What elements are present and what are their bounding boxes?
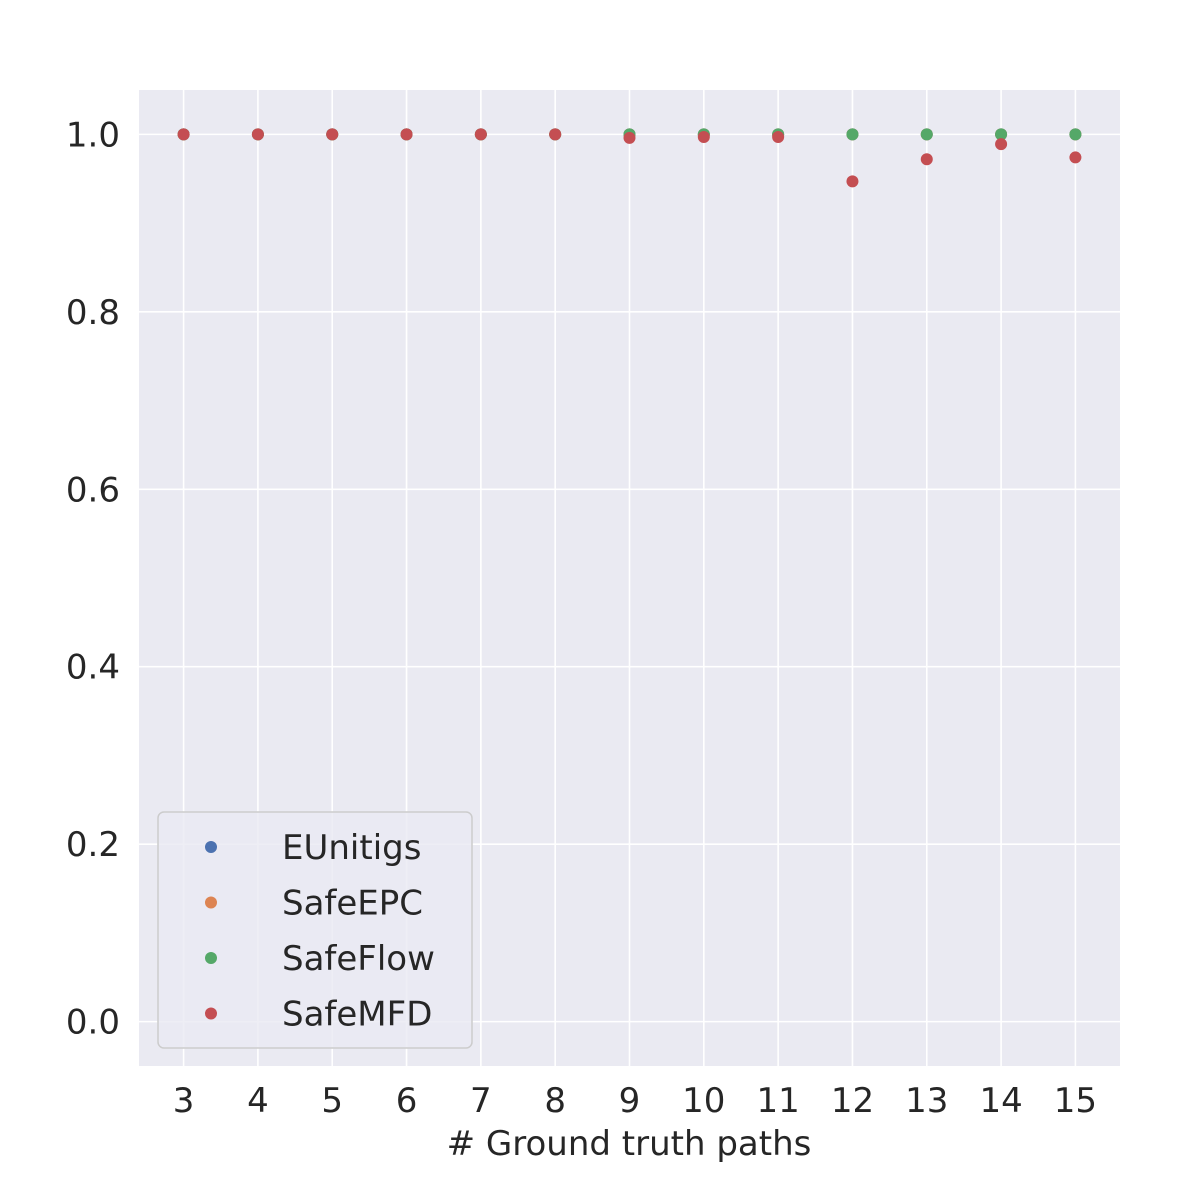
x-tick-label: 11 [757,1081,800,1121]
y-tick-label: 0.6 [66,470,120,510]
data-point [177,128,190,141]
data-point [400,128,413,141]
x-axis-title: # Ground truth paths [447,1124,812,1164]
x-tick-label: 12 [831,1081,874,1121]
data-point [1069,151,1082,164]
data-point [846,175,859,188]
legend-marker [205,952,217,964]
y-tick-label: 0.8 [66,293,120,333]
x-tick-label: 14 [979,1081,1022,1121]
data-point [772,131,785,144]
data-point [920,128,933,141]
y-tick-label: 0.4 [66,648,120,688]
x-tick-label: 9 [619,1081,641,1121]
data-points [177,128,1082,188]
data-point [920,153,933,166]
y-axis-ticks: 0.0 0.2 0.4 0.6 0.8 1.0 [66,115,120,1042]
data-point [251,128,264,141]
x-tick-label: 10 [682,1081,725,1121]
x-tick-label: 6 [396,1081,418,1121]
series-safemfd [177,128,1082,188]
legend-label: SafeFlow [282,939,435,979]
y-tick-label: 0.0 [66,1003,120,1043]
x-tick-label: 8 [544,1081,566,1121]
data-point [474,128,487,141]
x-tick-label: 4 [247,1081,269,1121]
legend-label: SafeMFD [282,995,432,1035]
data-point [326,128,339,141]
y-tick-label: 1.0 [66,115,120,155]
data-point [995,128,1008,141]
grid-lines [139,90,1120,1066]
x-tick-label: 7 [470,1081,492,1121]
legend-items: EUnitigs SafeEPC SafeFlow SafeMFD [205,828,435,1035]
legend-label: EUnitigs [282,828,421,868]
data-point [697,131,710,144]
y-tick-label: 0.2 [66,825,120,865]
legend: EUnitigs SafeEPC SafeFlow SafeMFD [157,811,473,1049]
data-point [846,128,859,141]
x-axis-ticks: 3 4 5 6 7 8 9 10 11 12 13 14 15 [173,1081,1097,1121]
legend-marker [205,1007,217,1020]
data-point [1069,128,1082,141]
x-tick-label: 13 [905,1081,948,1121]
x-tick-label: 5 [321,1081,343,1121]
legend-marker [205,841,217,853]
data-point [549,128,562,141]
legend-box [157,811,473,1049]
legend-marker [205,896,217,909]
x-tick-label: 3 [173,1081,195,1121]
legend-label: SafeEPC [282,884,423,924]
data-point [623,131,636,144]
x-tick-label: 15 [1054,1081,1097,1121]
data-point [995,138,1008,151]
